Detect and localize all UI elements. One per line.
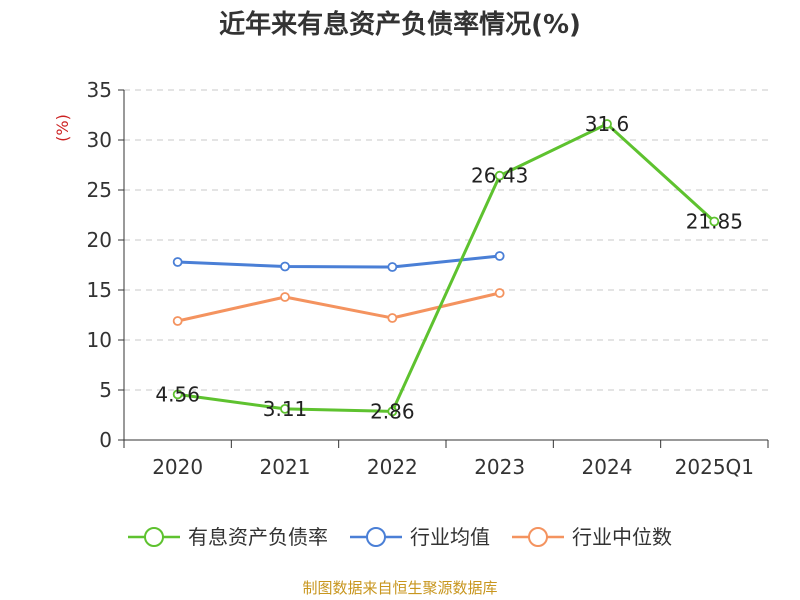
data-point[interactable] [387, 313, 398, 323]
legend-label: 有息资产负债率 [188, 525, 328, 549]
data-point[interactable] [172, 389, 183, 400]
y-tick-label: 0 [99, 428, 112, 452]
y-axis-unit-label: (%) [53, 114, 72, 142]
legend-item-0[interactable]: 有息资产负债率 [128, 525, 328, 549]
data-label: 26.43 [471, 164, 528, 188]
data-point[interactable] [709, 216, 720, 227]
data-point[interactable] [494, 170, 505, 181]
series-line-1 [177, 254, 500, 269]
data-point[interactable] [602, 119, 612, 129]
gridlines [124, 89, 768, 391]
y-tick-label: 10 [87, 328, 112, 352]
data-point[interactable] [494, 288, 505, 298]
x-tick-label: 2022 [367, 455, 418, 479]
data-point[interactable] [387, 406, 398, 417]
legend-label: 行业中位数 [572, 525, 672, 549]
y-tick-label: 30 [87, 128, 112, 152]
series-layer [172, 119, 720, 417]
legend-swatch-marker [366, 527, 386, 547]
data-label: 31.6 [585, 112, 630, 136]
data-point[interactable] [172, 257, 183, 267]
legend-swatch-marker [144, 527, 164, 547]
y-tick-label: 25 [87, 178, 112, 202]
chart-title: 近年来有息资产负债率情况(%) [219, 10, 581, 40]
legend-label: 行业均值 [410, 525, 490, 549]
y-tick-label: 5 [99, 378, 112, 402]
data-point[interactable] [280, 261, 290, 272]
y-tick-label: 15 [87, 278, 112, 302]
y-tick-label: 20 [87, 228, 112, 252]
data-point[interactable] [494, 251, 505, 261]
data-point[interactable] [387, 262, 398, 272]
legend-item-2[interactable]: 行业中位数 [512, 525, 672, 549]
data-label: 4.56 [155, 382, 200, 406]
legend-swatch-marker [528, 527, 548, 547]
x-tick-label: 2020 [152, 455, 203, 479]
x-tick-label: 2025Q1 [675, 455, 754, 479]
source-note: 制图数据来自恒生聚源数据库 [302, 579, 498, 597]
data-point[interactable] [280, 403, 290, 414]
x-tick-label: 2023 [474, 455, 525, 479]
legend[interactable]: 有息资产负债率 行业均值 行业中位数 [128, 525, 672, 549]
data-label: 3.11 [263, 397, 308, 421]
legend-item-1[interactable]: 行业均值 [350, 525, 490, 549]
x-tick-label: 2024 [582, 455, 633, 479]
x-tick-label: 2021 [260, 455, 311, 479]
data-labels: 4.56 3.11 2.86 26.43 31.6 21.85 [155, 112, 743, 423]
series-line-0 [177, 122, 716, 413]
data-label: 21.85 [686, 210, 743, 234]
data-label: 2.86 [370, 399, 415, 423]
data-point[interactable] [172, 316, 183, 326]
y-tick-label: 35 [87, 78, 112, 102]
axes: 0 5 10 15 20 25 30 35 2020 2021 2022 2023 2024 2025Q1… [53, 78, 769, 479]
series-line-2 [177, 291, 501, 323]
data-point[interactable] [280, 292, 290, 302]
